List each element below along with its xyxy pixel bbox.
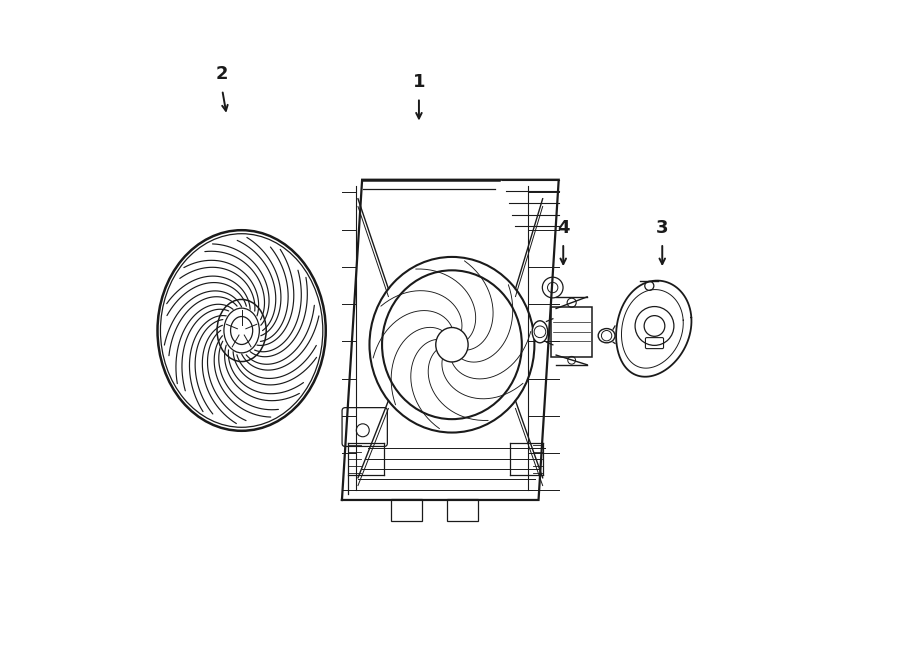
- Ellipse shape: [436, 327, 468, 362]
- Text: 2: 2: [216, 65, 229, 83]
- Ellipse shape: [598, 329, 615, 343]
- Text: 1: 1: [413, 73, 425, 91]
- Ellipse shape: [532, 321, 548, 343]
- Text: 3: 3: [656, 219, 669, 237]
- Text: 4: 4: [557, 219, 570, 237]
